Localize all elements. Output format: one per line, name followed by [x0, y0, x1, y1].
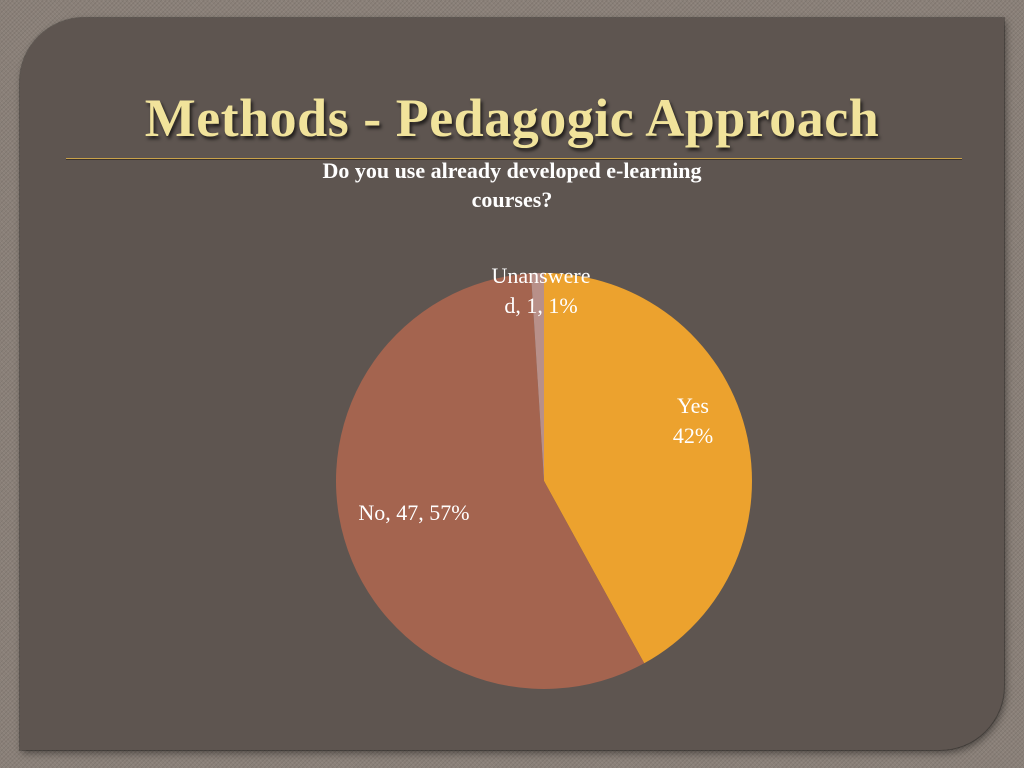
pie-slice-no	[335, 273, 645, 690]
data-label-no: No, 47, 57%	[358, 500, 469, 525]
chart-title: Do you use already developed e-learning …	[212, 156, 812, 214]
data-label-unanswered: Unanswere d, 1, 1%	[492, 263, 591, 318]
pie-slice-yes	[544, 273, 752, 664]
chart-title-line-1: Do you use already developed e-learning	[322, 158, 702, 183]
pie-slice-unanswered	[530, 273, 544, 481]
chart-title-line-2: courses?	[471, 187, 553, 212]
data-label-line: Yes	[677, 393, 709, 418]
data-label-line: Unanswere	[492, 263, 591, 288]
data-label-line: 42%	[673, 423, 713, 448]
data-label-yes: Yes 42%	[673, 393, 713, 448]
data-label-line: d, 1, 1%	[504, 293, 577, 318]
title-divider	[66, 158, 962, 160]
slide-title: Methods - Pedagogic Approach	[144, 88, 880, 148]
data-label-line: No, 47, 57%	[358, 500, 469, 525]
